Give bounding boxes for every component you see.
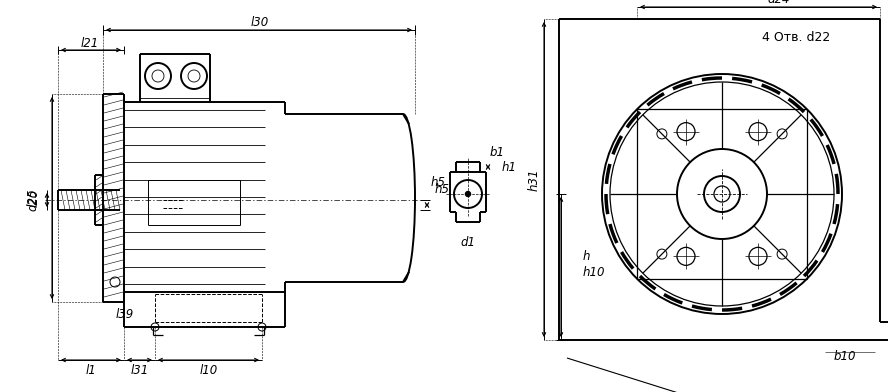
Text: d24: d24 [767,0,789,5]
Text: h1: h1 [502,160,517,174]
Text: h5: h5 [431,176,446,189]
Text: l1: l1 [85,363,97,376]
Text: h10: h10 [583,267,606,279]
Text: h: h [583,250,591,263]
Text: d1: d1 [461,236,475,249]
Text: l30: l30 [251,16,269,29]
Text: l39: l39 [115,307,134,321]
Text: 4 Отв. d22: 4 Отв. d22 [762,31,830,44]
Text: l21: l21 [81,36,99,49]
Text: l10: l10 [200,363,218,376]
Circle shape [465,192,471,196]
Text: b10: b10 [834,350,856,363]
Text: l31: l31 [131,363,148,376]
Text: h5: h5 [435,183,450,196]
Text: l20: l20 [28,189,41,207]
Text: h31: h31 [527,168,541,191]
Text: b1: b1 [490,146,505,159]
Text: d25: d25 [27,189,39,211]
